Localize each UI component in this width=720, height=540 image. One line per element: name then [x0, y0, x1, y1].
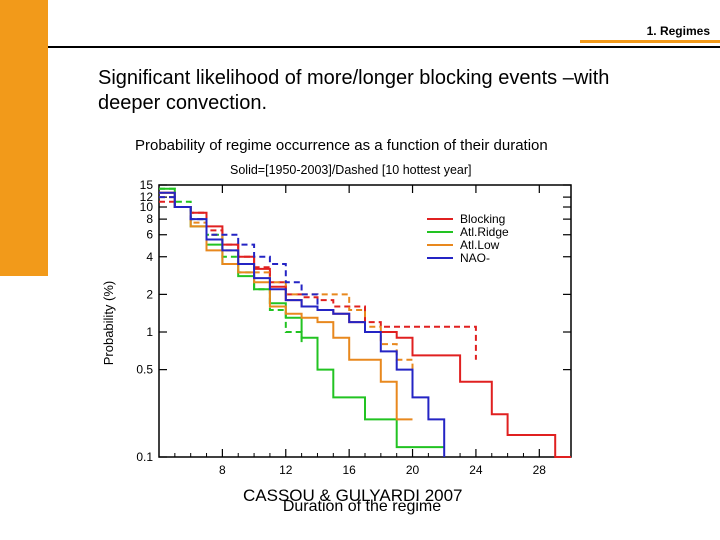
legend-label: Atl.Low [460, 238, 500, 252]
series-layer [159, 187, 571, 458]
x-tick-label: 28 [533, 463, 547, 477]
chart-subtitle: Solid=[1950-2003]/Dashed [10 hottest yea… [230, 163, 472, 177]
y-axis-label: Probability (%) [101, 281, 116, 366]
x-axis-label: Duration of the regime [283, 498, 441, 515]
y-tick-label: 6 [146, 228, 153, 242]
y-tick-label: 8 [146, 212, 153, 226]
y-tick-label: 15 [140, 178, 154, 192]
probability-chart: Probability of regime occurrence as a fu… [101, 137, 572, 515]
series-line-atl-low-dashed [159, 196, 414, 370]
y-tick-label: 0.5 [136, 363, 153, 377]
slide-headline: Significant likelihood of more/longer bl… [98, 67, 610, 114]
y-tick-label: 4 [146, 250, 153, 264]
x-tick-label: 8 [219, 463, 226, 477]
y-tick-label: 1 [146, 325, 153, 339]
y-tick-label: 2 [146, 287, 153, 301]
legend-label: Atl.Ridge [460, 225, 509, 239]
series-line-nao-solid [159, 191, 446, 457]
chart-title: Probability of regime occurrence as a fu… [135, 137, 548, 154]
y-tick-label: 10 [140, 200, 154, 214]
legend-label: NAO- [460, 251, 490, 265]
source-credit: CASSOU & GULYARDI 2007 [243, 486, 463, 505]
accent-bar [0, 0, 48, 276]
header-rule [48, 46, 720, 48]
x-tick-label: 16 [342, 463, 356, 477]
series-line-atl-ridge-dashed [159, 187, 303, 345]
section-label: 1. Regimes [646, 24, 710, 38]
header-rule-accent [580, 40, 720, 43]
y-tick-label: 0.1 [136, 450, 153, 464]
x-tick-label: 20 [406, 463, 420, 477]
y-tick-label: 12 [140, 190, 154, 204]
series-line-nao-dashed [159, 196, 319, 310]
series-line-atl-low-solid [159, 191, 413, 421]
x-axis: 8 12 16 20 24 28 [174, 185, 556, 477]
x-tick-label: 24 [469, 463, 483, 477]
x-tick-label: 12 [279, 463, 293, 477]
legend-label: Blocking [460, 212, 505, 226]
